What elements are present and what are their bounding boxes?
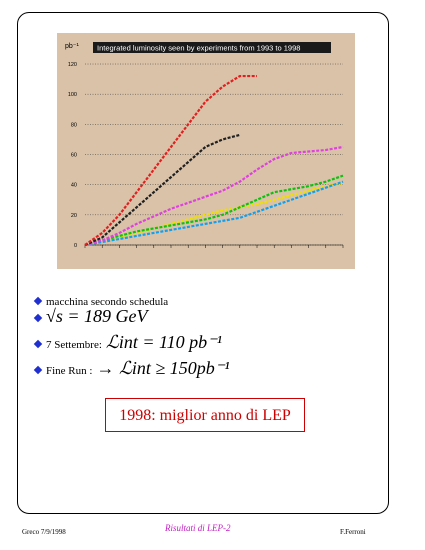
bullet: Fine Run : → ℒint ≥ 150pb⁻¹: [33, 358, 230, 379]
slide-frame: [17, 12, 389, 514]
y-tick-label: 60: [71, 153, 77, 159]
bullet-icon: [33, 366, 43, 375]
series-line: [84, 174, 344, 247]
chart-title: Integrated luminosity seen by experiment…: [97, 44, 300, 53]
y-tick-label: 120: [68, 62, 77, 68]
footer-center: Risultati di LEP-2: [165, 523, 231, 533]
bullet-label: Fine Run :: [46, 365, 93, 377]
series-line: [84, 182, 344, 247]
chart: Integrated luminosity seen by experiment…: [57, 33, 355, 269]
bullet-formula: √s = 189 GeV: [46, 306, 148, 326]
series-line: [84, 180, 344, 247]
bullet: 7 Settembre: ℒint = 110 pb⁻¹: [33, 332, 223, 353]
y-tick-label: 100: [68, 92, 77, 98]
series-line: [84, 74, 257, 246]
bullet-label: 7 Settembre:: [46, 339, 102, 351]
bullet-icon: [33, 297, 43, 306]
bullet-formula: ℒint = 110 pb⁻¹: [105, 332, 223, 352]
title-box: [93, 42, 331, 53]
y-tick-label: 40: [71, 183, 77, 189]
highlight-box: 1998: miglior anno di LEP: [105, 398, 305, 432]
footer-left: Greco 7/9/1998: [22, 528, 66, 536]
bullet: √s = 189 GeV: [33, 306, 148, 327]
bullet-icon: [33, 314, 43, 323]
footer-right: F.Ferroni: [340, 528, 366, 536]
bullet-icon: [33, 340, 43, 349]
y-tick-label: 0: [74, 243, 77, 249]
y-axis-label: pb⁻¹: [65, 43, 79, 50]
bullet-formula: → ℒint ≥ 150pb⁻¹: [96, 358, 230, 378]
bullet-text: macchina secondo schedula: [46, 296, 169, 308]
y-tick-label: 80: [71, 122, 77, 128]
series-line: [84, 145, 344, 247]
bullet: macchina secondo schedula: [33, 292, 169, 310]
y-tick-label: 20: [71, 213, 77, 219]
